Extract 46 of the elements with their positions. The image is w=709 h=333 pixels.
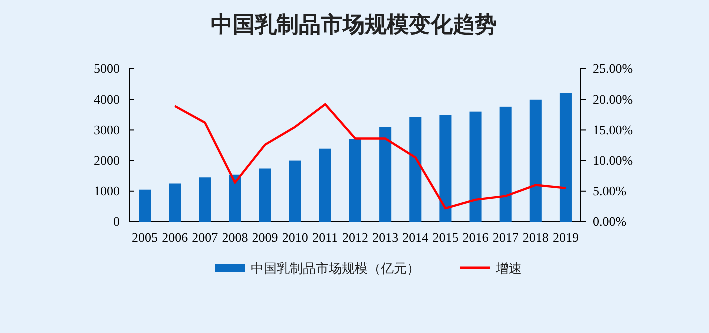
bar <box>500 106 512 222</box>
bar <box>169 184 182 222</box>
x-tick-label: 2017 <box>492 230 520 245</box>
x-tick-label: 2014 <box>402 230 430 245</box>
bar <box>199 178 212 222</box>
x-tick-label: 2010 <box>282 230 308 245</box>
y-tick-label: 2000 <box>94 152 120 168</box>
x-tick-label: 2015 <box>432 230 459 245</box>
bar <box>470 112 482 222</box>
y-tick-label: 3000 <box>94 122 120 138</box>
legend-label: 增速 <box>495 262 522 277</box>
y2-tick-label: 20.00% <box>593 92 634 107</box>
line-series <box>174 103 568 210</box>
y-tick-label: 4000 <box>94 92 120 107</box>
y-tick-label: 1000 <box>94 184 120 199</box>
bar <box>349 139 362 222</box>
bar <box>289 160 302 222</box>
x-tick-label: 2018 <box>522 230 549 245</box>
bar <box>229 174 242 222</box>
bar <box>530 100 542 222</box>
y2-tick-label: 10.00% <box>593 152 634 168</box>
bar <box>319 148 332 222</box>
bar <box>139 190 152 222</box>
x-tick-label: 2016 <box>462 230 490 245</box>
bar <box>440 115 452 222</box>
x-tick-label: 2008 <box>222 230 248 245</box>
bar <box>259 168 272 222</box>
x-tick-label: 2011 <box>312 230 338 245</box>
y2-tick-label: 25.00% <box>593 61 634 76</box>
x-tick-label: 2005 <box>132 230 158 245</box>
legend-label: 中国乳制品市场规模（亿元） <box>251 262 420 277</box>
bar <box>560 93 572 222</box>
y2-tick-label: 15.00% <box>593 122 634 138</box>
y-tick-label: 5000 <box>94 61 120 76</box>
chart-title: 中国乳制品市场规模变化趋势 <box>211 12 497 38</box>
y2-tick-label: 0.00% <box>593 214 627 230</box>
x-tick-label: 2013 <box>372 230 399 245</box>
x-tick-label: 2019 <box>552 230 579 245</box>
y2-tick-label: 5.00% <box>593 184 627 199</box>
bar <box>410 117 422 222</box>
y-tick-label: 0 <box>114 214 120 230</box>
x-tick-label: 2007 <box>192 230 219 245</box>
x-tick-label: 2012 <box>342 230 368 245</box>
x-tick-label: 2006 <box>162 230 189 245</box>
x-tick-label: 2009 <box>252 230 278 245</box>
bar <box>380 127 392 222</box>
